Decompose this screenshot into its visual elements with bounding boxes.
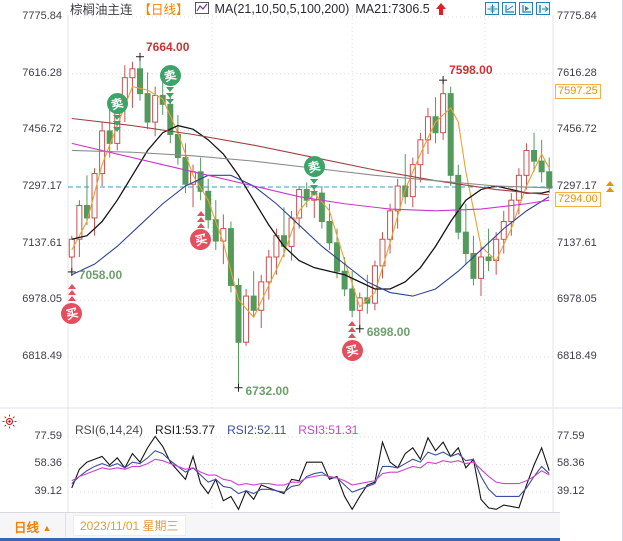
ma-line-ma-magenta (71, 142, 550, 212)
crosshair-date-label: 2023/11/01 星期三 (73, 515, 186, 536)
indicator-settings-sun-icon[interactable] (2, 414, 17, 434)
pan-right-icon[interactable] (536, 2, 550, 15)
timeframe-label: 【日线】 (138, 3, 189, 17)
axis-play-icon[interactable] (519, 2, 533, 15)
timeframe-selector[interactable]: 日线 ▲ (14, 521, 52, 535)
ma-params-label: MA(21,10,50,5,100,200) (214, 1, 350, 16)
rsi-header: RSI(6,14,24) RSI1:53.77 RSI2:52.11 RSI3:… (75, 423, 358, 437)
crosshair-icon[interactable] (485, 2, 499, 15)
ma21-up-arrow-icon (435, 2, 446, 15)
rsi-line-rsi2 (71, 450, 550, 498)
rsi2-value-label: RSI2:52.11 (227, 423, 287, 437)
chart-header: 棕榈油主连 【日线】 MA(21,10,50,5,100,200) MA21:7… (70, 1, 446, 17)
rsi1-value-label: RSI1:53.77 (155, 423, 216, 437)
rsi-params-label: RSI(6,14,24) (75, 423, 144, 437)
ma-line-ma21 (71, 124, 550, 290)
ma21-value-label: MA21:7306.5 (355, 1, 430, 16)
rsi-line-rsi1 (71, 435, 550, 511)
ma-line-ma-orange (71, 85, 550, 319)
footer-separator (65, 513, 66, 537)
rsi-line-rsi3 (71, 458, 550, 486)
ma-legend-chart-icon (194, 2, 209, 15)
instrument-title: 棕榈油主连 (70, 3, 133, 17)
timeframe-arrow-icon: ▲ (42, 523, 52, 533)
ma-line-ma-navy (71, 174, 550, 297)
chart-toolbar (485, 2, 550, 15)
bottom-scroll-strip[interactable] (0, 538, 560, 541)
rsi3-value-label: RSI3:51.31 (298, 423, 359, 437)
candlesticks (68, 56, 553, 388)
axis-scale-icon[interactable] (502, 2, 516, 15)
